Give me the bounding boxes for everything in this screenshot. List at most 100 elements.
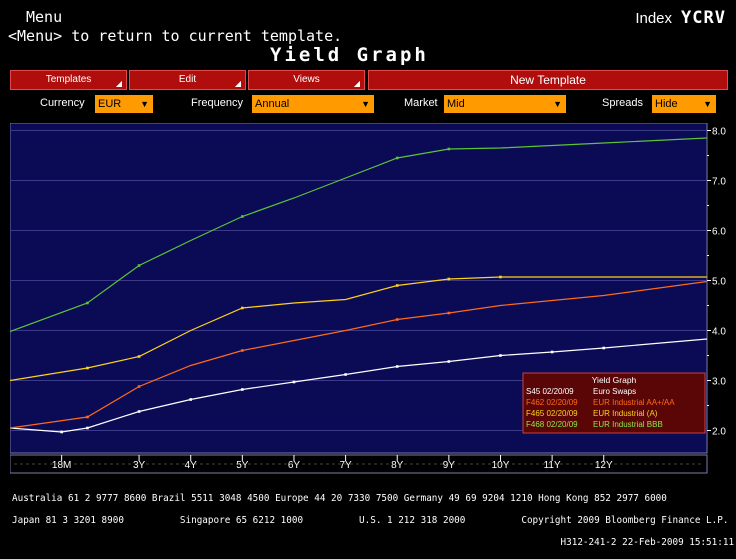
data-point (241, 306, 244, 310)
data-point (602, 346, 606, 350)
return-hint: <Menu> to return to current template. (8, 27, 343, 45)
frequency-value: Annual (255, 98, 290, 110)
footer-line-1: Australia 61 2 9777 8600 Brazil 5511 304… (12, 493, 667, 504)
footer-line-3: H312-241-2 22-Feb-2009 15:51:11 (12, 537, 735, 548)
series-lines (9, 137, 708, 434)
templates-button-label: Templates (45, 74, 92, 85)
y-tick-label: 2.0 (712, 427, 726, 438)
market-value: Mid (447, 98, 465, 110)
data-point (137, 410, 141, 413)
edit-button-label: Edit (178, 74, 197, 85)
x-tick-label: 7Y (339, 460, 352, 471)
market-select[interactable]: Mid ▼ (444, 95, 566, 113)
index-code: YCRV (681, 8, 726, 28)
yield-chart: 8.07.06.05.04.03.02.0 18M 3Y 4Y 5Y 6Y 7Y 8Y 9Y 1… (9, 122, 726, 474)
data-point (395, 156, 399, 160)
data-point (344, 373, 347, 376)
frequency-select[interactable]: Annual ▼ (252, 95, 374, 113)
x-tick-label: 12Y (595, 460, 613, 471)
legend-code: F462 02/20/09 (526, 398, 578, 407)
x-tick-label: 18M (52, 460, 71, 471)
data-point (395, 284, 399, 287)
currency-dropdown-icon: ▼ (140, 99, 149, 109)
data-point (241, 349, 244, 352)
spreads-value: Hide (655, 98, 678, 110)
data-point (395, 318, 399, 321)
templates-button[interactable]: Templates ◢ (10, 70, 127, 90)
page-title: Yield Graph (270, 44, 429, 66)
x-tick-label: 6Y (288, 460, 301, 471)
data-point (292, 380, 296, 384)
frequency-dropdown-icon: ▼ (361, 99, 370, 109)
edit-button[interactable]: Edit ◢ (129, 70, 246, 90)
frequency-label: Frequency (191, 97, 243, 109)
spreads-select[interactable]: Hide ▼ (652, 95, 716, 113)
legend-background (522, 372, 706, 434)
x-tick-label: 4Y (185, 460, 198, 471)
currency-select[interactable]: EUR ▼ (95, 95, 153, 113)
legend-code: F465 02/20/09 (526, 409, 578, 418)
x-tick-label: 3Y (133, 460, 146, 471)
views-button[interactable]: Views ◢ (248, 70, 365, 90)
parameter-bar: Currency EUR ▼ Frequency Annual ▼ Market… (10, 93, 728, 117)
x-tick-label: 8Y (391, 460, 404, 471)
data-point (241, 215, 244, 218)
x-axis: 18M 3Y 4Y 5Y 6Y 7Y 8Y 9Y 10Y 11Y 12Y (9, 454, 708, 474)
data-point (499, 275, 502, 279)
data-point (86, 426, 89, 430)
data-point (499, 354, 502, 357)
index-prefix: Index (635, 10, 673, 27)
y-tick-label: 7.0 (712, 177, 726, 188)
data-point (137, 264, 141, 267)
data-point (550, 350, 554, 354)
spreads-dropdown-icon: ▼ (703, 99, 712, 109)
footer-line-2: Japan 81 3 3201 8900 Singapore 65 6212 1… (12, 515, 729, 526)
data-point (137, 385, 141, 388)
yield-chart-panel: 8.0 7.0 6.0 5.0 4.0 3.0 2.0 18M 3Y 4Y 5Y 6Y 7Y 8Y 9Y 1… (9, 122, 728, 479)
series-line-0 (9, 338, 708, 433)
market-label: Market (404, 97, 438, 109)
x-tick-label: 10Y (492, 460, 510, 471)
legend-series-name: EUR Industrial BBB (593, 420, 663, 429)
data-point (447, 360, 451, 363)
data-point (86, 366, 89, 370)
legend-code: S45 02/20/09 (526, 387, 574, 396)
y-tick-label: 3.0 (712, 377, 726, 388)
legend-box: Yield Graph S45 02/20/09 Euro Swaps F462 02… (522, 372, 706, 434)
y-tick-label: 6.0 (712, 227, 726, 238)
data-point (86, 301, 89, 305)
data-point (137, 355, 141, 358)
data-point (395, 365, 399, 368)
spreads-label: Spreads (602, 97, 643, 109)
legend-series-name: EUR Industrial (A) (593, 409, 658, 418)
y-tick-label: 4.0 (712, 327, 726, 338)
edit-dropdown-icon: ◢ (234, 79, 241, 88)
legend-title: Yield Graph (592, 375, 637, 385)
data-point (241, 388, 244, 391)
menu-label[interactable]: Menu (26, 8, 63, 26)
legend-series-name: EUR Industrial AA+/AA (593, 398, 675, 407)
views-button-label: Views (293, 74, 320, 85)
data-point (60, 430, 63, 434)
index-label: Index YCRV (635, 8, 726, 28)
x-tick-label: 5Y (236, 460, 249, 471)
currency-value: EUR (98, 98, 122, 110)
x-tick-label: 9Y (443, 460, 456, 471)
x-tick-label: 11Y (544, 460, 561, 471)
templates-dropdown-icon: ◢ (115, 79, 122, 88)
data-point (86, 415, 89, 419)
y-tick-label: 8.0 (712, 127, 726, 138)
new-template-button-label: New Template (510, 73, 586, 87)
views-dropdown-icon: ◢ (353, 79, 360, 88)
data-point (447, 147, 451, 151)
legend-series-name: Euro Swaps (593, 387, 636, 396)
market-dropdown-icon: ▼ (553, 99, 562, 109)
data-point (447, 311, 451, 315)
y-tick-label: 5.0 (712, 277, 726, 288)
currency-label: Currency (40, 97, 85, 109)
data-point (189, 398, 193, 401)
y-axis-ticks: 8.0 7.0 6.0 5.0 4.0 3.0 2.0 (707, 127, 726, 438)
data-point (447, 277, 451, 281)
new-template-button[interactable]: New Template (368, 70, 728, 90)
footer-contacts: Australia 61 2 9777 8600 Brazil 5511 304… (12, 482, 734, 559)
